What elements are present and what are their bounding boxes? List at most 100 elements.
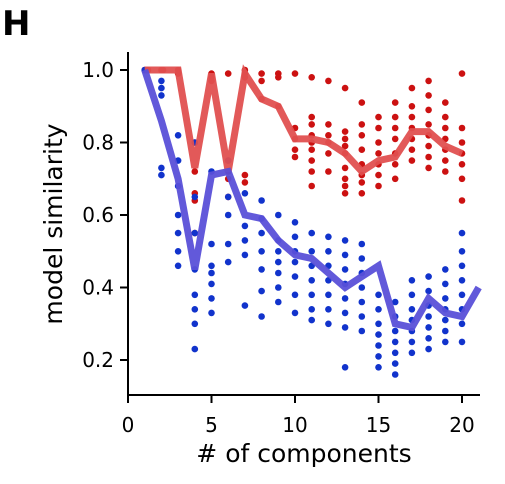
series-0-point-90 <box>425 106 432 114</box>
series-0-point-69 <box>375 139 382 146</box>
series-1-point-64 <box>308 306 316 313</box>
series-0-point-66 <box>358 190 366 197</box>
series-0-point-65 <box>358 179 366 186</box>
series-1-point-124 <box>458 248 466 255</box>
series-1-point-14 <box>191 193 199 201</box>
series-1-point-47 <box>275 248 282 255</box>
series-1-point-52 <box>291 219 299 226</box>
series-1-point-82 <box>358 255 366 262</box>
series-0-point-70 <box>375 150 382 157</box>
series-0-point-104 <box>458 124 466 132</box>
series-1-point-58 <box>291 309 299 317</box>
series-1-point-3 <box>158 92 165 99</box>
series-0-point-108 <box>458 175 466 183</box>
series-0-point-87 <box>408 157 416 164</box>
series-1-point-48 <box>275 258 282 266</box>
x-tick-label-3: 15 <box>366 413 391 437</box>
series-0-point-56 <box>341 175 349 183</box>
series-1-point-86 <box>358 313 366 320</box>
series-1-point-23 <box>208 262 215 270</box>
series-1-point-42 <box>258 266 265 273</box>
series-1-point-27 <box>208 309 215 317</box>
series-1-point-121 <box>442 327 449 335</box>
series-1-point-66 <box>325 233 332 241</box>
series-0-point-105 <box>458 139 466 146</box>
series-1-point-53 <box>291 233 299 241</box>
series-1-point-44 <box>258 313 265 320</box>
y-tick-label-3: 0.8 <box>82 131 114 155</box>
series-1-point-33 <box>241 190 249 197</box>
series-1-point-12 <box>174 262 182 270</box>
series-1-point-37 <box>241 302 249 309</box>
series-1-point-107 <box>408 338 416 346</box>
series-1-point-84 <box>358 284 366 291</box>
series-0-point-49 <box>325 168 332 175</box>
series-1-point-35 <box>241 237 249 244</box>
series-1-point-9 <box>174 211 182 219</box>
series-1-point-62 <box>308 277 316 284</box>
series-0-point-30 <box>291 70 299 77</box>
series-1-point-99 <box>391 349 399 357</box>
series-0-point-109 <box>458 197 466 204</box>
points-layer <box>141 66 466 378</box>
series-0-point-45 <box>325 121 332 128</box>
series-0-point-24 <box>258 70 265 77</box>
series-0-point-23 <box>241 179 249 186</box>
series-1-point-95 <box>391 298 399 306</box>
series-0-point-50 <box>341 84 349 92</box>
series-1-point-10 <box>174 229 182 237</box>
series-1-point-70 <box>325 291 332 299</box>
series-1-point-93 <box>375 353 382 360</box>
series-0-point-62 <box>358 146 366 153</box>
series-0-point-82 <box>408 103 416 110</box>
series-0-point-77 <box>391 135 399 143</box>
panel-letter: H <box>2 4 31 44</box>
series-1-point-103 <box>408 291 416 299</box>
series-0-point-42 <box>308 168 316 175</box>
series-1-point-112 <box>425 313 432 320</box>
series-0-point-51 <box>341 128 349 135</box>
series-1-point-4 <box>158 164 165 172</box>
series-1-point-1 <box>158 77 165 85</box>
series-1-point-11 <box>174 248 182 255</box>
x-tick-label-0: 0 <box>122 413 135 437</box>
series-0-point-36 <box>308 113 316 121</box>
series-1-point-92 <box>375 342 382 349</box>
axes-layer <box>127 52 480 396</box>
series-1-point-71 <box>325 306 332 313</box>
series-1-point-41 <box>258 248 265 255</box>
series-0-point-86 <box>408 146 416 153</box>
series-1-point-29 <box>224 193 232 201</box>
series-1-point-91 <box>375 331 382 338</box>
series-0-point-80 <box>391 175 399 183</box>
y-tick-label-0: 0.2 <box>82 348 114 372</box>
series-1-mean-line <box>141 68 482 332</box>
series-1-point-63 <box>308 291 316 299</box>
ticks-layer: 0 5 10 15 20 0.2 0.4 0.6 0.8 1.0 <box>82 58 475 437</box>
series-0-point-58 <box>341 190 349 197</box>
series-0-point-34 <box>291 153 299 161</box>
y-tick-label-1: 0.4 <box>82 276 114 300</box>
series-0-point-22 <box>241 171 249 179</box>
series-1-point-43 <box>258 287 265 295</box>
series-0-point-95 <box>425 164 432 172</box>
series-0-point-81 <box>408 84 416 92</box>
series-1-point-108 <box>408 349 416 357</box>
y-tick-label-2: 0.6 <box>82 203 114 227</box>
series-0-point-107 <box>458 161 466 168</box>
series-0-point-14 <box>224 70 232 77</box>
series-1-point-40 <box>258 229 265 237</box>
series-1-point-36 <box>241 251 249 259</box>
series-0-point-67 <box>375 113 382 121</box>
series-1-point-32 <box>224 258 232 266</box>
series-0-point-25 <box>258 77 265 85</box>
series-0-point-33 <box>291 146 299 153</box>
series-1-point-102 <box>408 277 416 284</box>
series-1-point-87 <box>358 327 366 335</box>
series-0-point-97 <box>442 113 449 121</box>
series-1-point-104 <box>408 306 416 313</box>
series-1-point-81 <box>358 240 366 248</box>
series-0-point-89 <box>425 92 432 99</box>
series-0-point-93 <box>425 142 432 150</box>
y-axis-title: model similarity <box>39 123 68 324</box>
